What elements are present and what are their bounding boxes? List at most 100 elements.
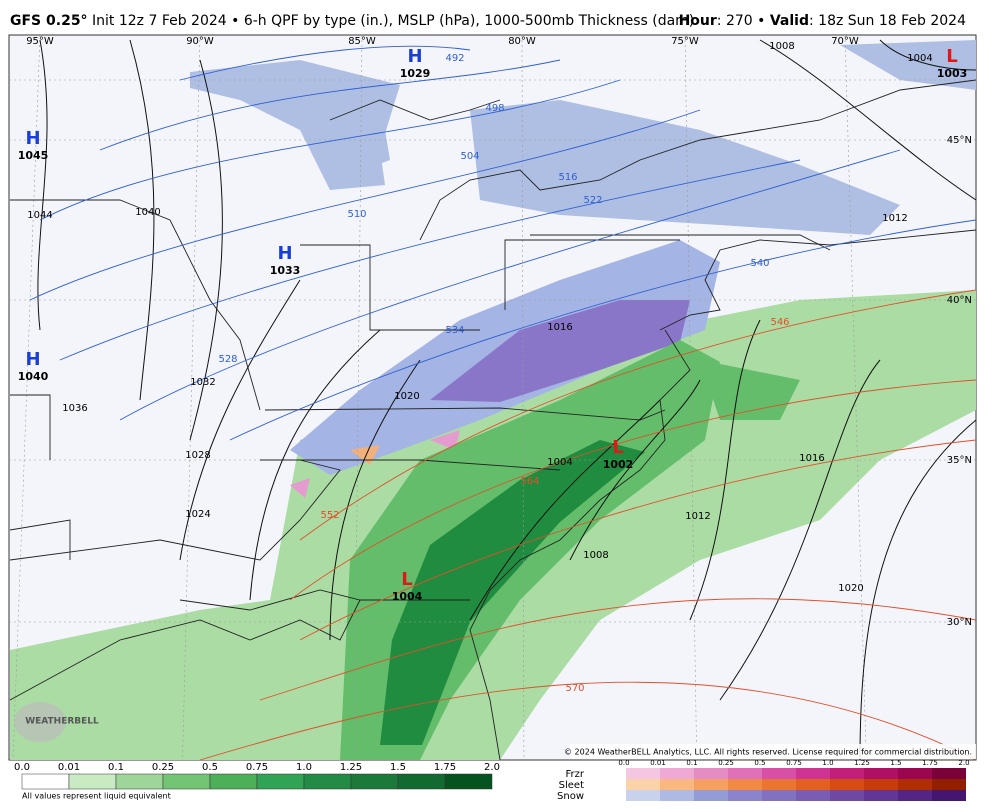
thickness-label: 522 <box>583 195 602 206</box>
qpf-tick: 0.01 <box>58 762 80 773</box>
description: Init 12z 7 Feb 2024 • 6-h QPF by type (i… <box>92 13 694 29</box>
isobar <box>569 379 701 561</box>
isobar-label: 1020 <box>838 583 863 594</box>
rain-moderate <box>700 360 800 420</box>
isobar-label: 1004 <box>907 53 932 64</box>
isobar <box>249 329 381 601</box>
isobar-label: 1036 <box>62 403 87 414</box>
ptype-swatch <box>830 790 864 801</box>
isobar-label: 1008 <box>583 550 608 561</box>
ptype-swatch <box>932 768 966 779</box>
thickness-cold <box>39 79 621 221</box>
copyright-bg <box>570 744 976 759</box>
qpf-swatch <box>397 773 446 790</box>
lon-grid-line <box>521 35 525 760</box>
snow-area <box>330 95 390 175</box>
thickness-warm <box>259 598 976 701</box>
isobar <box>689 319 761 621</box>
header: GFS 0.25° Init 12z 7 Feb 2024 • 6-h QPF … <box>10 13 966 29</box>
ptype-tick: 0.1 <box>686 759 697 767</box>
boundary <box>10 199 261 411</box>
ptype-swatch <box>932 779 966 790</box>
center-letter: H <box>25 349 40 370</box>
isobar <box>179 279 301 561</box>
thickness-label: 546 <box>770 317 789 328</box>
boundary <box>469 329 691 760</box>
ptype-swatch <box>762 779 796 790</box>
thickness-label: 540 <box>750 258 769 269</box>
lon-grid-line <box>12 35 41 760</box>
qpf-swatch <box>209 773 258 790</box>
ptype-tick: 0.01 <box>650 759 666 767</box>
map: 95°W 90°W 85°W 80°W 75°W 70°W 45°N 40°N 35°N 30°N… <box>9 35 976 760</box>
isobar <box>329 359 421 641</box>
center-pressure: 1004 <box>392 590 423 603</box>
lat-label: 35°N <box>947 455 972 466</box>
lon-grid-line <box>844 35 867 760</box>
boundary <box>10 394 51 460</box>
ptype-tick: 2.0 <box>958 759 969 767</box>
ptype-swatch <box>864 768 898 779</box>
ptype-tick: 1.25 <box>854 759 870 767</box>
center-letter: H <box>277 243 292 264</box>
boundary <box>329 99 501 121</box>
ptype-swatch <box>762 790 796 801</box>
thickness-cold <box>119 149 901 421</box>
isobar <box>469 399 661 621</box>
lon-label: 90°W <box>186 36 214 47</box>
thickness-cold <box>179 45 471 81</box>
hour-label: Hour <box>679 13 717 29</box>
ptype-swatch <box>626 768 660 779</box>
ptype-swatch <box>796 779 830 790</box>
ptype-label: Snow <box>557 791 584 802</box>
center-pressure: 1002 <box>603 458 634 471</box>
lon-label: 85°W <box>348 36 376 47</box>
thickness-label: 564 <box>520 476 539 487</box>
thickness-label: 498 <box>485 103 504 114</box>
isobar-label: 1032 <box>190 377 215 388</box>
boundary <box>659 229 976 331</box>
ptype-swatch <box>660 768 694 779</box>
center-letter: H <box>25 128 40 149</box>
qpf-swatch <box>21 773 70 790</box>
ptype-swatch <box>694 768 728 779</box>
center-letter: H <box>407 46 422 67</box>
ptype-tick: 0.25 <box>718 759 734 767</box>
qpf-swatch <box>350 773 399 790</box>
ptype-swatch <box>898 768 932 779</box>
ptype-swatch <box>626 790 660 801</box>
boundary <box>9 519 71 560</box>
lon-grid-line <box>354 35 363 760</box>
separator: • <box>757 13 765 29</box>
ptype-swatch <box>694 790 728 801</box>
center-pressure: 1003 <box>937 67 968 80</box>
ptype-swatch <box>694 779 728 790</box>
qpf-swatch <box>444 773 493 790</box>
center-pressure: 1033 <box>270 264 301 277</box>
freezing-rain <box>290 478 310 498</box>
center-pressure: 1029 <box>400 67 431 80</box>
qpf-tick: 1.5 <box>390 762 406 773</box>
thickness-cold <box>229 219 976 441</box>
ptype-swatch <box>932 790 966 801</box>
isobar <box>189 59 223 441</box>
qpf-swatch <box>115 773 164 790</box>
ptype-swatch <box>728 790 762 801</box>
ptype-swatch <box>864 790 898 801</box>
lat-label: 30°N <box>947 617 972 628</box>
isobar-label: 1012 <box>685 511 710 522</box>
ptype-tick: 0.75 <box>786 759 802 767</box>
qpf-tick: 0.0 <box>14 762 30 773</box>
boundary <box>419 79 976 241</box>
freezing-rain <box>430 430 460 450</box>
ptype-label: Frzr <box>566 769 585 780</box>
isobar-label: 1012 <box>882 213 907 224</box>
center-letter: L <box>946 46 957 67</box>
lon-grid-line <box>182 35 201 760</box>
ptype-swatch <box>830 779 864 790</box>
qpf-swatch <box>68 773 117 790</box>
ptype-swatch <box>762 768 796 779</box>
isobar <box>719 359 881 701</box>
ptype-swatch <box>660 779 694 790</box>
ptype-swatch <box>796 768 830 779</box>
